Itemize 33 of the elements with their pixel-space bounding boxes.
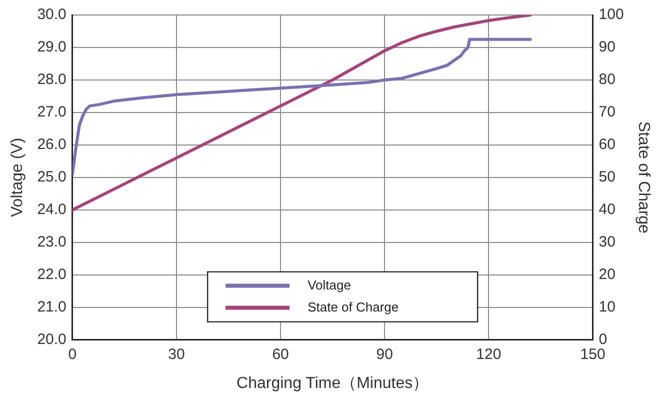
y2-tick-label: 90	[598, 38, 616, 56]
y2-tick-label: 70	[598, 104, 616, 121]
y2-tick-label: 50	[598, 168, 616, 186]
y-axis-title: Voltage (V)	[9, 138, 26, 217]
y-tick-label: 27.0	[37, 104, 66, 121]
x-tick-label: 90	[376, 346, 393, 363]
y-tick-label: 25.0	[37, 168, 66, 186]
y2-tick-label: 60	[598, 136, 616, 154]
x-tick-label: 60	[272, 346, 289, 363]
y2-tick-label: 30	[598, 234, 616, 250]
y-tick-label: 22.0	[37, 266, 66, 283]
y2-tick-label: 80	[598, 71, 616, 88]
y-tick-label: 21.0	[37, 298, 66, 316]
y2-tick-label: 100	[598, 6, 624, 24]
y-tick-label: 29.0	[37, 38, 66, 56]
legend-label: State of Charge	[308, 299, 399, 314]
y-tick-label: 26.0	[37, 136, 66, 154]
y2-tick-label: 0	[598, 330, 608, 348]
y2-tick-label: 20	[598, 266, 616, 283]
y-tick-label: 30.0	[37, 6, 66, 24]
y-tick-label: 28.0	[37, 71, 66, 88]
y-tick-label: 23.0	[37, 234, 66, 250]
x-tick-label: 150	[580, 346, 606, 363]
x-tick-label: 0	[68, 346, 77, 363]
y-tick-label: 20.0	[37, 330, 66, 348]
x-axis-title: Charging Time（Minutes）	[236, 374, 429, 392]
y2-axis-title: State of Charge	[634, 121, 652, 234]
x-tick-label: 120	[476, 346, 502, 363]
y2-tick-label: 10	[598, 298, 616, 316]
x-tick-label: 30	[168, 346, 185, 363]
y-tick-label: 24.0	[37, 201, 66, 218]
legend-label: Voltage	[308, 277, 351, 292]
y2-tick-label: 40	[598, 201, 616, 218]
